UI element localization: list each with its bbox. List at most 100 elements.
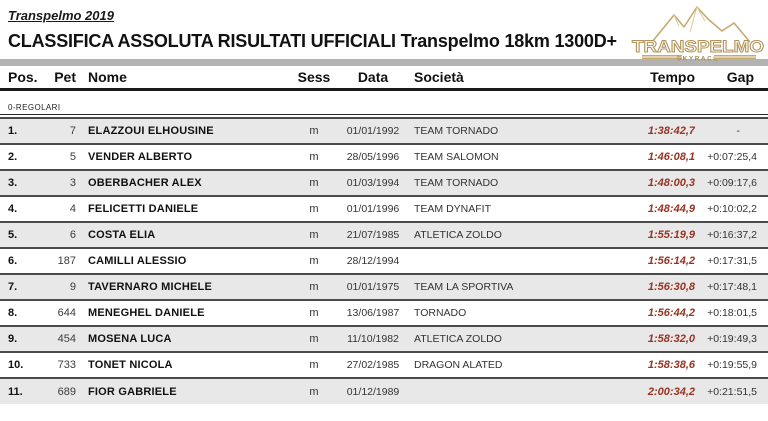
cell-societa: TEAM LA SPORTIVA bbox=[414, 281, 514, 293]
cell-data: 01/01/1992 bbox=[346, 125, 400, 137]
cell-tempo: 1:38:42,7 bbox=[647, 125, 695, 137]
result-row: 7. 9 TAVERNARO MICHELE m 01/01/1975 TEAM LA S… bbox=[0, 274, 768, 300]
cell-societa bbox=[408, 248, 630, 274]
cell-sess: m bbox=[309, 125, 319, 137]
cell-gap: +0:21:51,5 bbox=[707, 385, 757, 398]
cell-gap: +0:16:37,2 bbox=[707, 229, 757, 241]
logo-wordmark: TRANSPELMO bbox=[632, 37, 764, 56]
cell-gap: +0:07:25,4 bbox=[707, 151, 757, 163]
column-header-pet: Pet bbox=[45, 66, 78, 91]
cell-societa: TEAM SALOMON bbox=[414, 151, 499, 163]
cell-gap: +0:19:49,3 bbox=[707, 333, 757, 345]
result-row: 4. 4 FELICETTI DANIELE m 01/01/1996 TEAM DYNA… bbox=[0, 196, 768, 222]
cell-pos: 6. bbox=[8, 255, 18, 267]
cell-pet: 187 bbox=[57, 255, 76, 267]
cell-societa: TEAM TORNADO bbox=[414, 177, 499, 189]
cell-pos: 5. bbox=[8, 229, 18, 241]
cell-tempo: 1:58:38,6 bbox=[647, 359, 695, 371]
cell-nome: FIOR GABRIELE bbox=[88, 385, 177, 398]
cell-nome: COSTA ELIA bbox=[88, 229, 156, 241]
cell-gap: +0:18:01,5 bbox=[707, 307, 757, 319]
cell-societa: TEAM TORNADO bbox=[414, 125, 499, 137]
result-row: 10. 733 TONET NICOLA m 27/02/1985 DRAGON ALAT… bbox=[0, 352, 768, 378]
cell-sess: m bbox=[309, 333, 319, 345]
cell-pet: 6 bbox=[69, 229, 76, 241]
cell-sess: m bbox=[309, 359, 319, 371]
cell-gap: +0:10:02,2 bbox=[707, 203, 757, 215]
cell-pet: 733 bbox=[57, 359, 76, 371]
cell-tempo: 1:46:08,1 bbox=[647, 151, 695, 163]
cell-sess: m bbox=[309, 177, 319, 189]
cell-pet: 644 bbox=[57, 307, 76, 319]
cell-nome: TONET NICOLA bbox=[88, 359, 173, 371]
cell-sess: m bbox=[309, 203, 319, 215]
cell-nome: ELAZZOUI ELHOUSINE bbox=[88, 125, 214, 137]
column-header-pos: Pos. bbox=[0, 66, 45, 91]
cell-data: 01/03/1994 bbox=[346, 177, 400, 189]
cell-tempo: 1:55:19,9 bbox=[647, 229, 695, 241]
result-row: 8. 644 MENEGHEL DANIELE m 13/06/1987 TORNADO 1… bbox=[0, 300, 768, 326]
cell-gap: - bbox=[736, 125, 741, 137]
cell-pos: 2. bbox=[8, 151, 18, 163]
cell-pet: 689 bbox=[57, 385, 76, 398]
result-row: 9. 454 MOSENA LUCA m 11/10/1982 ATLETICA ZOLD… bbox=[0, 326, 768, 352]
page-title: CLASSIFICA ASSOLUTA RISULTATI UFFICIALI … bbox=[8, 31, 617, 51]
cell-pos: 7. bbox=[8, 281, 18, 293]
cell-nome: VENDER ALBERTO bbox=[88, 151, 193, 163]
result-row: 2. 5 VENDER ALBERTO m 28/05/1996 TEAM SALOMON… bbox=[0, 144, 768, 170]
cell-pet: 3 bbox=[69, 177, 76, 189]
cell-nome: MENEGHEL DANIELE bbox=[88, 307, 205, 319]
cell-tempo: 1:58:32,0 bbox=[647, 333, 695, 345]
category-label: 0-REGOLARI bbox=[0, 103, 768, 115]
cell-sess: m bbox=[309, 307, 319, 319]
cell-nome: FELICETTI DANIELE bbox=[88, 203, 199, 215]
mountain-logo-icon: TRANSPELMO SKYRACE bbox=[632, 6, 765, 63]
cell-sess: m bbox=[309, 385, 319, 398]
result-row: 1. 7 ELAZZOUI ELHOUSINE m 01/01/1992 TEAM TOR… bbox=[0, 118, 768, 144]
cell-data: 21/07/1985 bbox=[346, 229, 400, 241]
column-header-sess: Sess bbox=[290, 66, 338, 91]
cell-pet: 9 bbox=[69, 281, 76, 293]
cell-sess: m bbox=[309, 229, 319, 241]
cell-pet: 5 bbox=[69, 151, 76, 163]
result-row: 6. 187 CAMILLI ALESSIO m 28/12/1994 1:56:14,2… bbox=[0, 248, 768, 274]
column-header-nome: Nome bbox=[78, 66, 290, 91]
cell-data: 01/01/1975 bbox=[346, 281, 400, 293]
cell-tempo: 1:56:44,2 bbox=[647, 307, 695, 319]
cell-data: 28/12/1994 bbox=[346, 255, 400, 267]
cell-pos: 4. bbox=[8, 203, 18, 215]
results-table: 1. 7 ELAZZOUI ELHOUSINE m 01/01/1992 TEAM TOR… bbox=[0, 117, 768, 404]
results-header: Pos. Pet Nome Sess Data Società Tempo Ga… bbox=[0, 66, 768, 91]
cell-tempo: 1:48:00,3 bbox=[647, 177, 695, 189]
event-name: Transpelmo 2019 bbox=[8, 8, 114, 23]
cell-nome: TAVERNARO MICHELE bbox=[88, 281, 212, 293]
cell-data: 11/10/1982 bbox=[347, 333, 399, 345]
logo-subtitle: SKYRACE bbox=[677, 56, 719, 63]
cell-nome: OBERBACHER ALEX bbox=[88, 177, 202, 189]
cell-societa: TEAM DYNAFIT bbox=[414, 203, 492, 215]
cell-data: 27/02/1985 bbox=[346, 359, 400, 371]
result-row: 3. 3 OBERBACHER ALEX m 01/03/1994 TEAM TORNAD… bbox=[0, 170, 768, 196]
cell-societa: TORNADO bbox=[414, 307, 467, 319]
event-logo: TRANSPELMO SKYRACE bbox=[628, 2, 768, 66]
cell-sess: m bbox=[309, 281, 319, 293]
cell-pet: 454 bbox=[57, 333, 76, 345]
cell-pet: 7 bbox=[69, 125, 76, 137]
cell-societa: DRAGON ALATED bbox=[414, 359, 503, 371]
cell-pos: 11. bbox=[8, 385, 23, 398]
cell-pos: 3. bbox=[8, 177, 18, 189]
cell-sess: m bbox=[309, 255, 319, 267]
cell-data: 01/12/1989 bbox=[346, 385, 400, 398]
cell-tempo: 1:56:14,2 bbox=[647, 255, 695, 267]
cell-gap: +0:09:17,6 bbox=[707, 177, 757, 189]
column-header-societa: Società bbox=[408, 66, 630, 91]
cell-tempo: 1:56:30,8 bbox=[647, 281, 695, 293]
cell-gap: +0:17:31,5 bbox=[707, 255, 757, 267]
cell-societa bbox=[408, 378, 630, 404]
column-header-gap: Gap bbox=[695, 66, 768, 91]
cell-data: 13/06/1987 bbox=[346, 307, 400, 319]
cell-pet: 4 bbox=[69, 203, 76, 215]
column-header-tempo: Tempo bbox=[630, 66, 695, 91]
cell-pos: 8. bbox=[8, 307, 18, 319]
cell-gap: +0:17:48,1 bbox=[707, 281, 757, 293]
